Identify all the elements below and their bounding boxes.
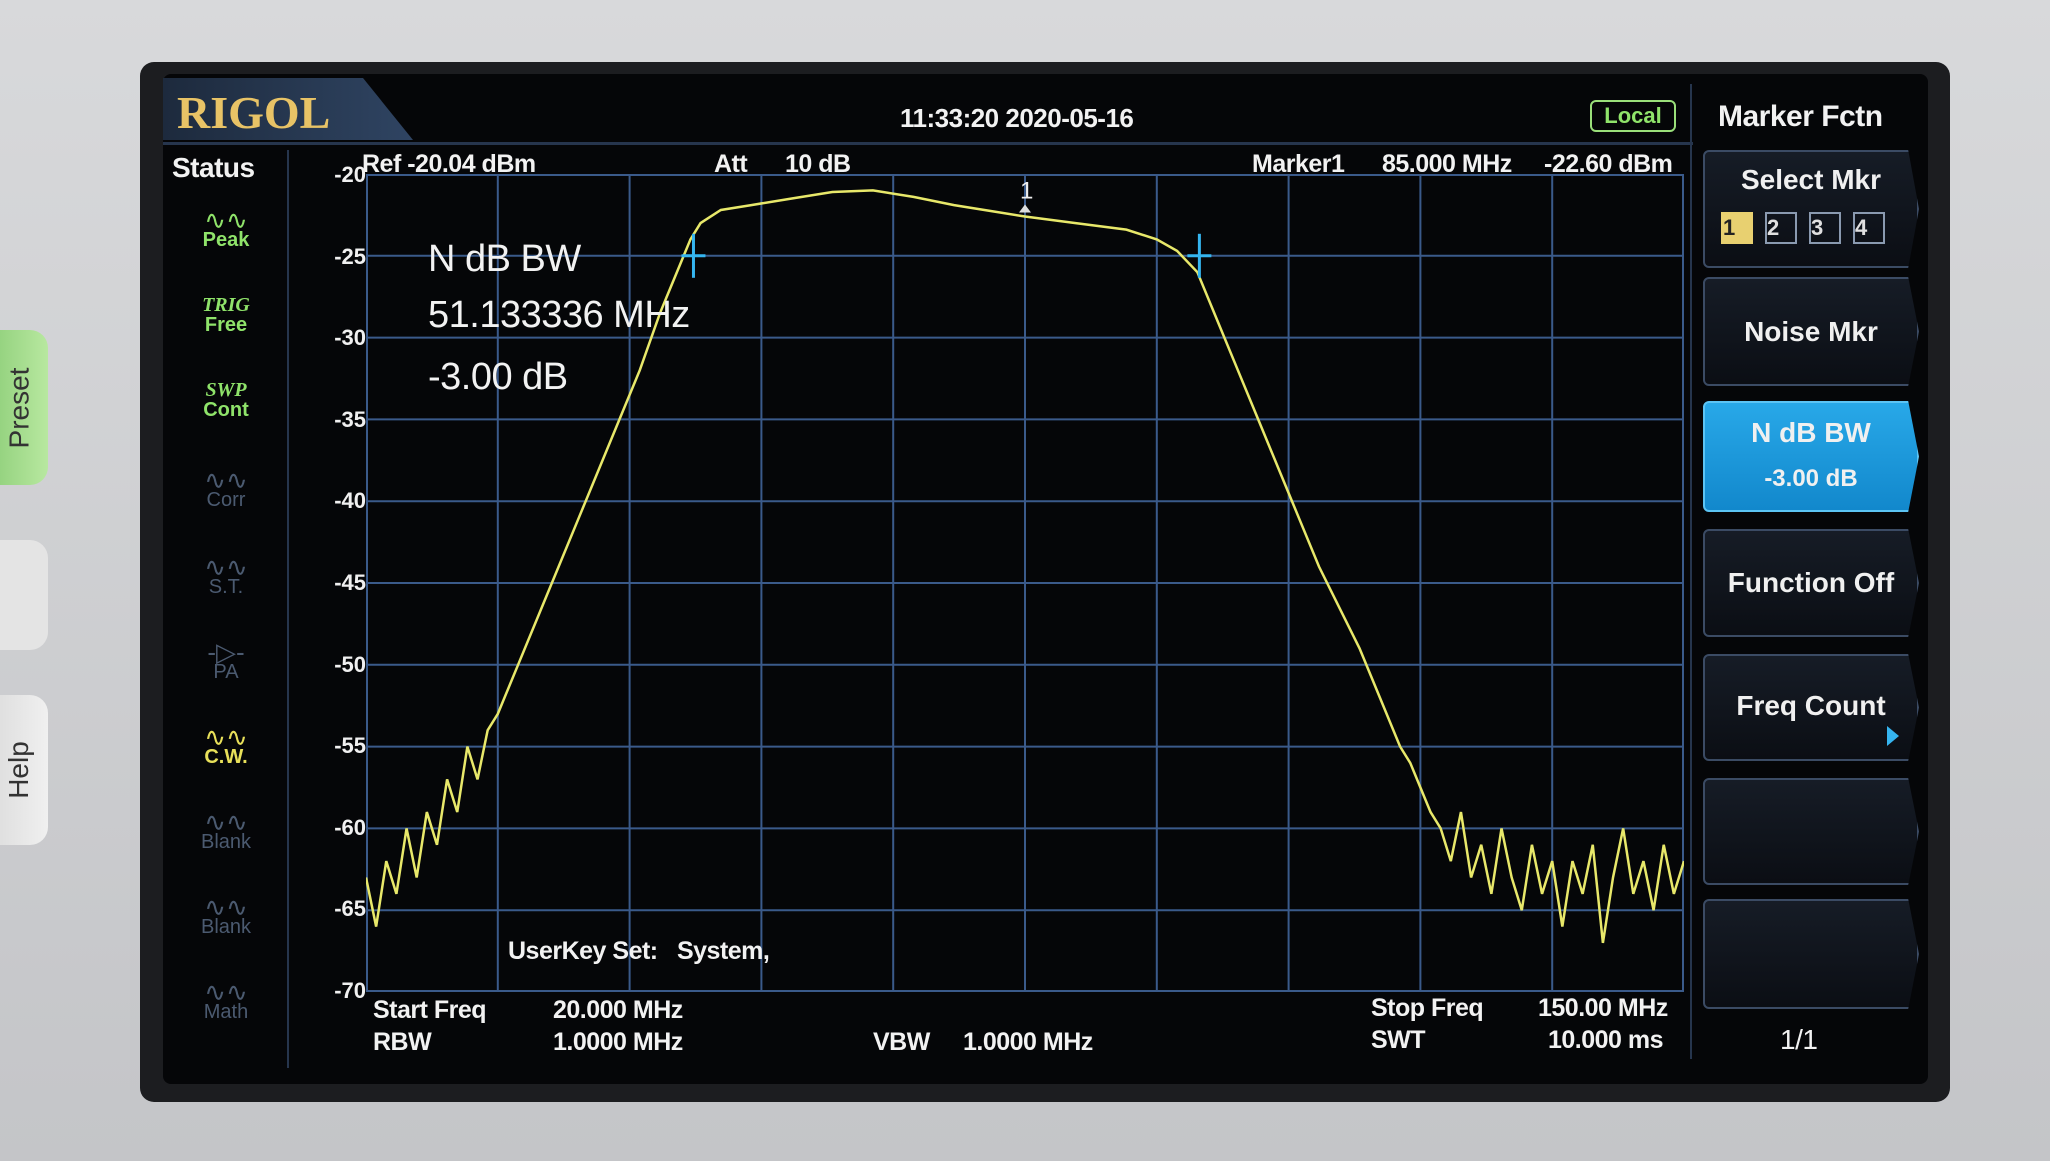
status-cont-indicator: SWP Cont xyxy=(185,380,267,450)
preset-label: Preset xyxy=(3,367,34,448)
status-st-indicator: ∿∿ S.T. xyxy=(185,552,267,627)
status-pa-indicator: -▷- PA xyxy=(185,637,267,712)
submenu-arrow-icon xyxy=(1887,726,1899,746)
local-status-badge: Local xyxy=(1590,100,1676,132)
status-label: S.T. xyxy=(208,576,244,598)
function-off-softkey[interactable]: Function Off xyxy=(1703,529,1919,637)
empty-softkey-7[interactable] xyxy=(1703,899,1919,1009)
marker-1-option[interactable]: 1 xyxy=(1721,212,1753,244)
y-tick-label: -35 xyxy=(334,406,366,432)
y-tick-label: -60 xyxy=(334,814,366,840)
swt-value: 10.000 ms xyxy=(1548,1026,1664,1054)
ndb-bandwidth: 51.133336 MHz xyxy=(428,294,690,336)
cw-icon: ∿∿ xyxy=(204,722,248,752)
screen xyxy=(163,74,1928,1084)
freq-count-softkey[interactable]: Freq Count xyxy=(1703,654,1919,761)
status-math-indicator: ∿∿ Math xyxy=(185,977,267,1052)
y-tick-label: -40 xyxy=(334,488,366,514)
marker-2-option[interactable]: 2 xyxy=(1765,212,1797,244)
ndb-title: N dB BW xyxy=(428,238,581,280)
y-tick-label: -45 xyxy=(334,570,366,595)
rbw-label: RBW xyxy=(373,1028,432,1056)
ndb-bw-value: -3.00 dB xyxy=(1764,465,1858,492)
status-free-indicator: TRIG Free xyxy=(185,295,267,365)
menu-page-indicator: 1/1 xyxy=(1780,1024,1818,1055)
vbw-label: VBW xyxy=(873,1028,930,1056)
preset-button[interactable]: Preset xyxy=(0,330,48,485)
stop-freq-value: 150.00 MHz xyxy=(1538,994,1668,1022)
ndb-bw-label: N dB BW xyxy=(1751,417,1871,448)
noise-marker-softkey[interactable]: Noise Mkr xyxy=(1703,277,1919,386)
spectrum-plot[interactable]: 1 xyxy=(366,174,1684,992)
userkey-set: UserKey Set: System, xyxy=(508,937,770,965)
marker-3-option[interactable]: 3 xyxy=(1809,212,1841,244)
blank-icon: ∿∿ xyxy=(204,892,248,922)
y-tick-label: -55 xyxy=(334,733,366,759)
status-mode-label: TRIG xyxy=(202,294,250,316)
status-divider xyxy=(287,150,289,1068)
status-peak-indicator: ∿∿ Peak xyxy=(185,205,267,280)
status-title: Status xyxy=(172,152,255,183)
header-divider xyxy=(163,142,1693,145)
ndb-value: -3.00 dB xyxy=(428,356,568,398)
status-blank-indicator: ∿∿ Blank xyxy=(185,892,267,967)
datetime: 11:33:20 2020-05-16 xyxy=(900,103,1134,133)
ndb-bw-softkey[interactable]: N dB BW -3.00 dB xyxy=(1703,401,1919,512)
start-freq-label: Start Freq xyxy=(373,996,487,1024)
blank-icon: ∿∿ xyxy=(204,807,248,837)
status-cw-indicator: ∿∿ C.W. xyxy=(185,722,267,797)
y-tick-label: -30 xyxy=(334,325,366,351)
freq-count-label: Freq Count xyxy=(1736,690,1886,721)
softkey-menu-title: Marker Fctn xyxy=(1718,100,1883,133)
status-corr-indicator: ∿∿ Corr xyxy=(185,465,267,540)
pa-icon: -▷- xyxy=(207,637,245,667)
status-label: Free xyxy=(204,314,248,336)
status-blank-indicator: ∿∿ Blank xyxy=(185,807,267,882)
function-off-label: Function Off xyxy=(1727,567,1895,598)
swt-label: SWT xyxy=(1371,1026,1426,1054)
peak-icon: ∿∿ xyxy=(204,205,248,235)
start-freq-value: 20.000 MHz xyxy=(553,996,683,1024)
select-marker-label: Select Mkr xyxy=(1740,164,1882,195)
status-label: C.W. xyxy=(204,746,248,768)
vbw-value: 1.0000 MHz xyxy=(963,1028,1093,1056)
status-label: Blank xyxy=(200,831,252,853)
help-button[interactable]: Help xyxy=(0,695,48,845)
status-label: Cont xyxy=(203,399,249,421)
spectrum-trace xyxy=(366,189,1684,944)
y-tick-label: -20 xyxy=(334,162,366,187)
y-tick-label: -50 xyxy=(334,651,366,677)
marker-4-option[interactable]: 4 xyxy=(1853,212,1885,244)
noise-marker-label: Noise Mkr xyxy=(1744,316,1878,347)
softkey-divider xyxy=(1690,84,1692,1059)
status-label: Corr xyxy=(206,489,246,511)
y-tick-label: -65 xyxy=(334,896,366,922)
marker-1-label: 1 xyxy=(1020,178,1033,205)
y-tick-label: -70 xyxy=(334,978,366,1003)
math-icon: ∿∿ xyxy=(204,977,248,1007)
status-label: Peak xyxy=(202,229,250,251)
status-label: Blank xyxy=(200,916,252,938)
rbw-value: 1.0000 MHz xyxy=(553,1028,683,1056)
empty-softkey-6[interactable] xyxy=(1703,778,1919,885)
stop-freq-label: Stop Freq xyxy=(1371,994,1484,1022)
status-mode-label: SWP xyxy=(205,379,247,401)
corr-icon: ∿∿ xyxy=(204,465,248,495)
marker-1-icon xyxy=(1019,204,1031,213)
st-icon: ∿∿ xyxy=(204,552,248,582)
status-label: PA xyxy=(213,661,239,683)
status-label: Math xyxy=(203,1001,249,1023)
unlabeled-side-button[interactable] xyxy=(0,540,48,650)
help-label: Help xyxy=(3,741,34,799)
y-tick-label: -25 xyxy=(334,243,366,269)
